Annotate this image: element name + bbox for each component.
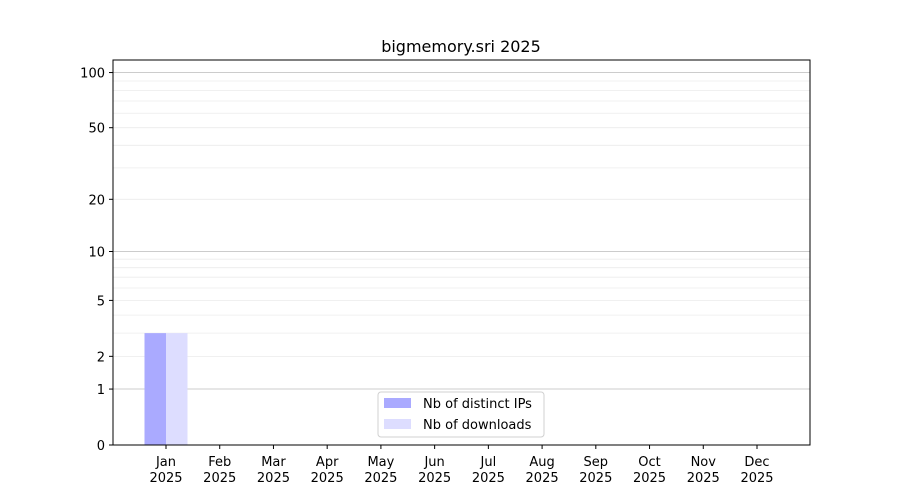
x-tick-label: 2025 bbox=[526, 471, 559, 486]
legend-box bbox=[377, 391, 545, 438]
x-tick-label: Apr bbox=[316, 455, 339, 470]
legend-swatch bbox=[384, 398, 411, 408]
x-tick-label: Mar bbox=[261, 455, 286, 470]
x-tick-label: 2025 bbox=[203, 471, 236, 486]
y-axis: 0 1 2 5 10 20 50 100 bbox=[80, 67, 113, 454]
x-tick-label: 2025 bbox=[740, 471, 773, 486]
y-tick-label: 1 bbox=[97, 383, 105, 398]
x-tick-label: May bbox=[367, 455, 394, 470]
x-axis: Jan2025Feb2025Mar2025Apr2025May2025Jun20… bbox=[149, 445, 774, 486]
bar-downloads bbox=[166, 333, 188, 445]
x-tick-label: 2025 bbox=[472, 471, 505, 486]
x-tick-label: 2025 bbox=[149, 471, 182, 486]
x-tick-label: Sep bbox=[584, 455, 609, 470]
x-tick-label: Jul bbox=[480, 455, 497, 470]
legend-swatch bbox=[384, 419, 411, 429]
x-tick-label: Nov bbox=[691, 455, 717, 470]
y-tick-label: 0 bbox=[97, 439, 105, 454]
x-tick-label: Jun bbox=[423, 455, 444, 470]
bars bbox=[144, 333, 188, 445]
y-tick-label: 10 bbox=[88, 245, 105, 260]
x-tick-label: 2025 bbox=[418, 471, 451, 486]
y-tick-label: 5 bbox=[97, 294, 105, 309]
legend: Nb of distinct IPs Nb of downloads bbox=[377, 391, 545, 438]
x-tick-label: Oct bbox=[638, 455, 660, 470]
x-tick-label: 2025 bbox=[633, 471, 666, 486]
legend-label: Nb of downloads bbox=[423, 418, 532, 433]
y-tick-label: 2 bbox=[97, 350, 105, 365]
x-tick-label: 2025 bbox=[687, 471, 720, 486]
x-tick-label: 2025 bbox=[579, 471, 612, 486]
y-tick-label: 20 bbox=[88, 193, 105, 208]
legend-label: Nb of distinct IPs bbox=[423, 397, 532, 412]
chart-title: bigmemory.sri 2025 bbox=[381, 37, 541, 56]
x-tick-label: 2025 bbox=[364, 471, 397, 486]
bar-distinct-ips bbox=[144, 333, 166, 445]
x-tick-label: Aug bbox=[529, 455, 554, 470]
y-tick-label: 100 bbox=[80, 67, 105, 82]
plot-frame bbox=[112, 59, 811, 446]
x-tick-label: 2025 bbox=[257, 471, 290, 486]
x-tick-label: 2025 bbox=[311, 471, 344, 486]
grid bbox=[113, 72, 810, 390]
x-tick-label: Feb bbox=[208, 455, 231, 470]
x-tick-label: Dec bbox=[744, 455, 769, 470]
x-tick-label: Jan bbox=[155, 455, 176, 470]
y-tick-label: 50 bbox=[88, 122, 105, 137]
